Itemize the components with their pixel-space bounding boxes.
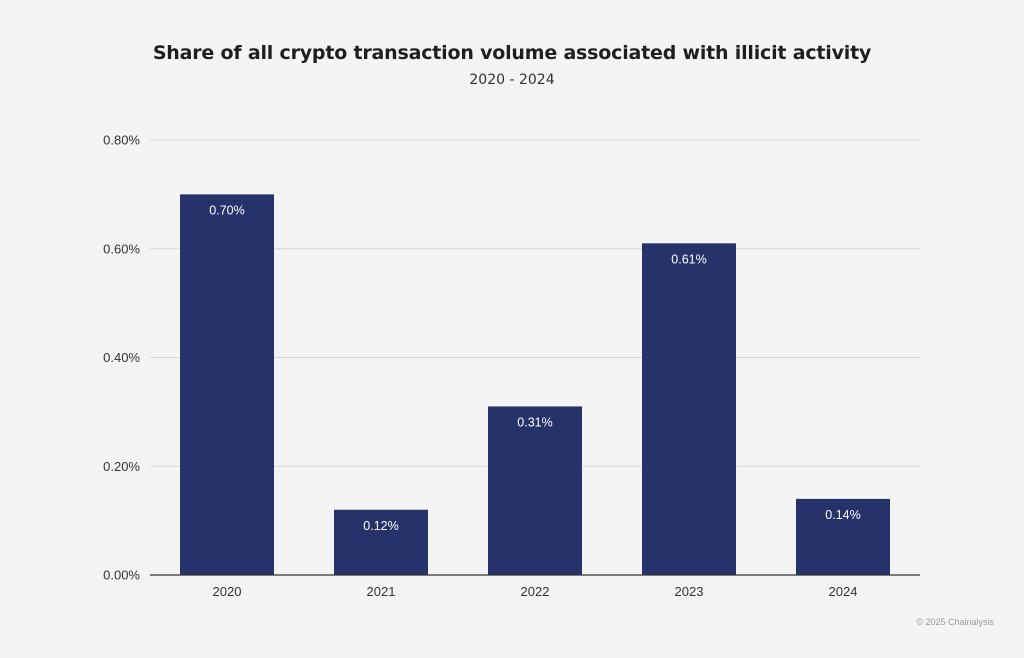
x-tick-label: 2024 <box>829 584 858 599</box>
x-tick-label: 2023 <box>675 584 704 599</box>
data-label: 0.12% <box>363 519 398 533</box>
x-tick-label: 2021 <box>367 584 396 599</box>
x-axis-ticks: 2020 2021 2022 2023 2024 <box>213 584 858 599</box>
data-label: 0.31% <box>517 415 552 429</box>
source-credit: © 2025 Chainalysis <box>916 617 994 627</box>
bar-2021 <box>334 509 428 575</box>
chart-title: Share of all crypto transaction volume a… <box>152 42 872 64</box>
bar-2024 <box>796 498 890 575</box>
y-tick-label: 0.60% <box>103 241 140 256</box>
y-tick-label: 0.00% <box>103 568 140 583</box>
y-tick-label: 0.20% <box>103 459 140 474</box>
x-tick-label: 2022 <box>521 584 550 599</box>
y-axis-ticks: 0.00% 0.20% 0.40% 0.60% 0.80% <box>103 133 140 583</box>
bars: 0.70% 0.12% 0.31% 0.61% 0.14% <box>180 194 890 575</box>
data-label: 0.14% <box>825 508 860 522</box>
bar-2022 <box>488 406 582 575</box>
bar-2023 <box>642 243 736 575</box>
y-tick-label: 0.80% <box>103 133 140 148</box>
y-tick-label: 0.40% <box>103 350 140 365</box>
data-label: 0.70% <box>209 203 244 217</box>
chart-subtitle: 2020 - 2024 <box>469 72 555 88</box>
x-tick-label: 2020 <box>213 584 242 599</box>
bar-2020 <box>180 194 274 575</box>
data-label: 0.61% <box>671 252 706 266</box>
